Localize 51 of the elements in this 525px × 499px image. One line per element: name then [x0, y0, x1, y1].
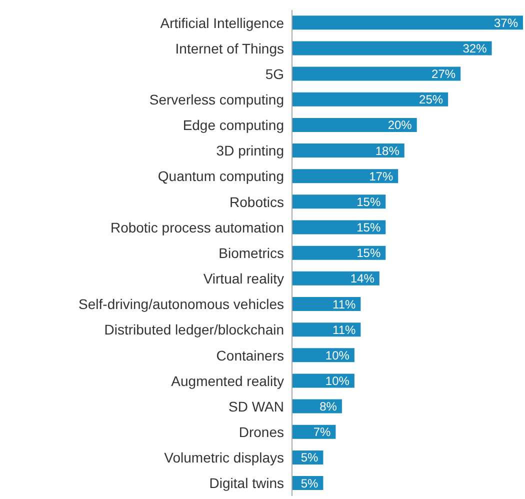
y-tick-label: Robotic process automation — [110, 219, 284, 236]
data-label: 8% — [320, 400, 338, 414]
data-label: 37% — [494, 16, 518, 30]
data-label: 7% — [313, 425, 332, 440]
data-label: 14% — [350, 272, 375, 286]
data-label: 5% — [300, 476, 319, 490]
y-tick-label: 5G — [265, 66, 284, 82]
data-label: 11% — [332, 322, 356, 337]
data-label: 32% — [462, 41, 488, 56]
y-tick-label: Drones — [238, 424, 284, 440]
data-label: 10% — [325, 348, 350, 362]
data-label: 18% — [375, 144, 400, 158]
y-tick-label: Serverless computing — [149, 91, 284, 108]
y-tick-label: Edge computing — [182, 117, 284, 134]
y-tick-label: Quantum computing — [158, 168, 284, 184]
data-label: 11% — [332, 297, 356, 312]
y-tick-label: Augmented reality — [171, 372, 284, 389]
data-label: 27% — [432, 67, 456, 82]
y-tick-label: SD WAN — [228, 398, 284, 414]
y-tick-label: 3D printing — [216, 142, 284, 159]
y-tick-label: Internet of Things — [175, 40, 284, 56]
bar — [292, 66, 461, 81]
bar — [292, 246, 386, 260]
y-tick-label: Robotics — [230, 194, 284, 210]
y-tick-label: Virtual reality — [203, 270, 284, 287]
bar — [292, 296, 361, 311]
y-tick-label: Digital twins — [209, 475, 284, 492]
data-label: 17% — [369, 169, 394, 184]
y-tick-label: Self-driving/autonomous vehicles — [78, 296, 284, 312]
data-label: 15% — [356, 246, 381, 260]
data-label: 15% — [356, 220, 381, 235]
bar — [292, 220, 386, 234]
data-label: 15% — [356, 194, 381, 209]
data-label: 5% — [300, 450, 319, 465]
data-label: 20% — [388, 118, 412, 132]
bar — [292, 169, 398, 184]
bar — [292, 322, 361, 337]
bar — [292, 144, 404, 158]
bar — [292, 194, 386, 209]
data-label: 25% — [419, 92, 444, 107]
y-tick-label: Containers — [216, 347, 284, 364]
y-tick-label: Volumetric displays — [164, 450, 284, 466]
data-label: 10% — [325, 374, 350, 388]
y-tick-label: Artificial Intelligence — [160, 14, 284, 31]
bar — [292, 41, 492, 56]
y-tick-label: Biometrics — [218, 244, 284, 261]
bar — [292, 271, 380, 286]
bar — [292, 16, 523, 30]
y-tick-label: Distributed ledger/blockchain — [104, 322, 284, 338]
bar — [292, 92, 448, 106]
bar — [292, 118, 417, 132]
